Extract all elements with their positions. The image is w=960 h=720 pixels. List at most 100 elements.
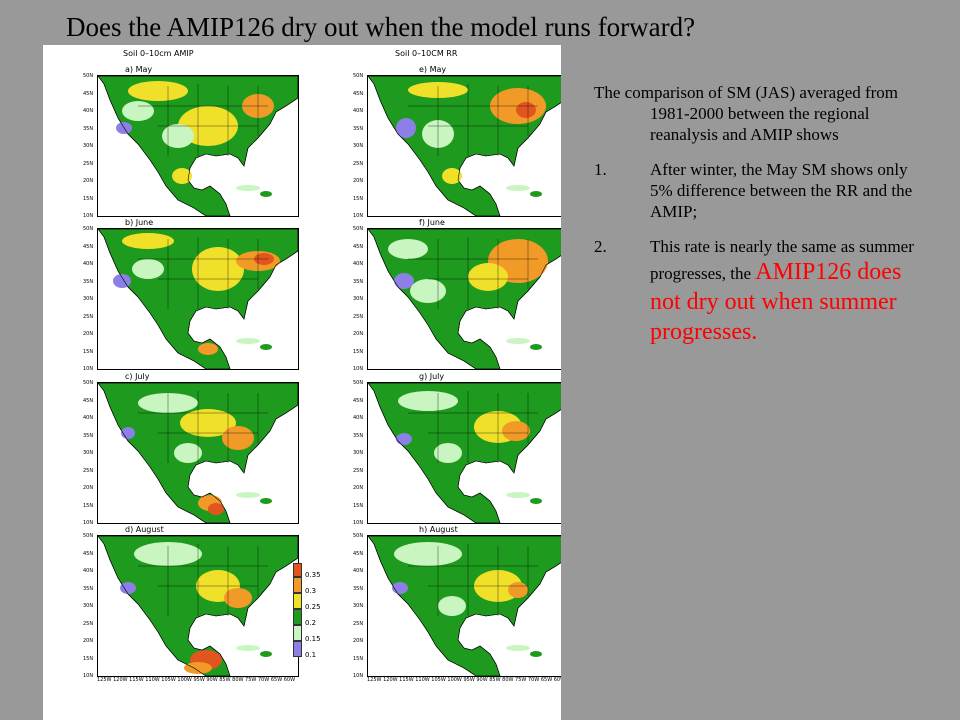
colorbar-segment xyxy=(293,563,302,577)
lat-tick: 30N xyxy=(83,603,94,609)
lat-tick: 25N xyxy=(353,620,364,627)
lat-tick: 15N xyxy=(83,195,94,202)
soil-moisture-map xyxy=(367,228,561,370)
lat-tick: 10N xyxy=(83,213,94,219)
colorbar-segment xyxy=(293,609,302,625)
lat-tick: 50N xyxy=(83,226,94,232)
longitude-tick-labels: 125W 120W 115W 110W 105W 100W 95W 90W 85… xyxy=(97,677,296,683)
lat-tick: 35N xyxy=(83,278,94,285)
lat-tick: 50N xyxy=(353,380,364,386)
soil-moisture-map xyxy=(97,228,299,370)
list-number: 1. xyxy=(594,160,607,179)
amip-column-title: Soil 0–10cm AMIP xyxy=(123,49,194,58)
lat-tick: 35N xyxy=(83,125,94,132)
lat-tick: 50N xyxy=(353,533,364,539)
lat-tick: 40N xyxy=(353,261,364,267)
soil-moisture-map xyxy=(367,382,561,524)
lat-tick: 30N xyxy=(353,603,364,609)
list-text: After winter, the May SM shows only 5% d… xyxy=(650,160,913,221)
lat-tick: 35N xyxy=(353,585,364,592)
soil-moisture-map xyxy=(97,382,299,524)
lat-tick: 40N xyxy=(353,415,364,421)
lat-tick: 40N xyxy=(83,568,94,574)
lat-tick: 15N xyxy=(353,655,364,662)
lat-tick: 20N xyxy=(353,485,364,491)
soil-moisture-map xyxy=(97,535,299,677)
lat-tick: 15N xyxy=(83,655,94,662)
soil-moisture-map-figure: Soil 0–10cm AMIP Soil 0–10CM RR a) May 50… xyxy=(43,45,561,720)
soil-moisture-map xyxy=(97,75,299,217)
lat-tick: 40N xyxy=(83,415,94,421)
lat-tick: 45N xyxy=(83,90,94,97)
lat-tick: 15N xyxy=(83,502,94,509)
lat-tick: 25N xyxy=(353,467,364,474)
panel-caption: g) July xyxy=(419,372,445,381)
lat-tick: 45N xyxy=(83,243,94,250)
lat-tick: 20N xyxy=(83,178,94,184)
lat-tick: 15N xyxy=(353,502,364,509)
panel-caption: a) May xyxy=(125,65,153,74)
colorbar-segment xyxy=(293,625,302,641)
lat-tick: 45N xyxy=(83,550,94,557)
soil-moisture-map xyxy=(367,535,561,677)
lat-tick: 30N xyxy=(353,143,364,149)
lat-tick: 50N xyxy=(353,73,364,79)
lat-tick: 25N xyxy=(83,620,94,627)
lat-tick: 25N xyxy=(83,160,94,167)
colorbar-segment xyxy=(293,593,302,609)
colorbar-segment xyxy=(293,641,302,657)
map-panel: h) August 50N 45N 40N 35N 30N 25N 20N 15N 10N 125W… xyxy=(353,525,561,683)
colorbar-label: 0.35 xyxy=(305,571,321,579)
lat-tick: 50N xyxy=(83,533,94,539)
longitude-tick-labels: 125W 120W 115W 110W 105W 100W 95W 90W 85… xyxy=(367,677,561,683)
list-item: 2. This rate is nearly the same as summe… xyxy=(594,236,914,347)
lat-tick: 30N xyxy=(353,450,364,456)
lat-tick: 45N xyxy=(353,243,364,250)
comparison-text: The comparison of SM (JAS) averaged from… xyxy=(594,82,914,361)
lat-tick: 35N xyxy=(83,432,94,439)
lat-tick: 20N xyxy=(83,331,94,337)
lat-tick: 10N xyxy=(353,520,364,526)
lat-tick: 20N xyxy=(83,638,94,644)
lat-tick: 45N xyxy=(353,550,364,557)
colorbar-label: 0.3 xyxy=(305,587,317,595)
colorbar-label: 0.15 xyxy=(305,635,321,643)
lat-tick: 15N xyxy=(353,348,364,355)
map-panel: c) July 50N 45N 40N 35N 30N 25N 20N 15N 10N xyxy=(83,372,313,526)
lat-tick: 50N xyxy=(83,73,94,79)
lat-tick: 30N xyxy=(83,450,94,456)
lat-tick: 40N xyxy=(353,108,364,114)
lat-tick: 25N xyxy=(83,467,94,474)
lat-tick: 20N xyxy=(353,331,364,337)
slide-title: Does the AMIP126 dry out when the model … xyxy=(66,12,696,42)
lat-tick: 35N xyxy=(83,585,94,592)
list-item: 1. After winter, the May SM shows only 5… xyxy=(594,159,914,222)
colorbar-segment xyxy=(293,577,302,593)
panel-caption: c) July xyxy=(125,372,150,381)
panel-caption: b) June xyxy=(125,218,154,227)
highlight-conclusion: AMIP126 does not dry out when summer pro… xyxy=(650,259,902,345)
lat-tick: 20N xyxy=(83,485,94,491)
lat-tick: 10N xyxy=(83,366,94,372)
lat-tick: 25N xyxy=(353,160,364,167)
lat-tick: 15N xyxy=(353,195,364,202)
lat-tick: 35N xyxy=(353,432,364,439)
lat-tick: 50N xyxy=(83,380,94,386)
colorbar-label: 0.2 xyxy=(305,619,317,627)
map-panel: b) June 50N 45N 40N 35N 30N 25N 20N 15N 10N xyxy=(83,218,313,372)
lat-tick: 45N xyxy=(353,397,364,404)
lat-tick: 20N xyxy=(353,178,364,184)
lat-tick: 45N xyxy=(83,397,94,404)
lat-tick: 25N xyxy=(353,313,364,320)
lat-tick: 50N xyxy=(353,226,364,232)
panel-caption: e) May xyxy=(419,65,447,74)
lat-tick: 40N xyxy=(353,568,364,574)
lat-tick: 35N xyxy=(353,278,364,285)
rr-column-title: Soil 0–10CM RR xyxy=(395,49,458,58)
lat-tick: 40N xyxy=(83,108,94,114)
lat-tick: 30N xyxy=(83,143,94,149)
lat-tick: 10N xyxy=(83,520,94,526)
map-panel: f) June 50N 45N 40N 35N 30N 25N 20N 15N 10N xyxy=(353,218,561,372)
lat-tick: 15N xyxy=(83,348,94,355)
panel-caption: d) August xyxy=(125,525,164,534)
